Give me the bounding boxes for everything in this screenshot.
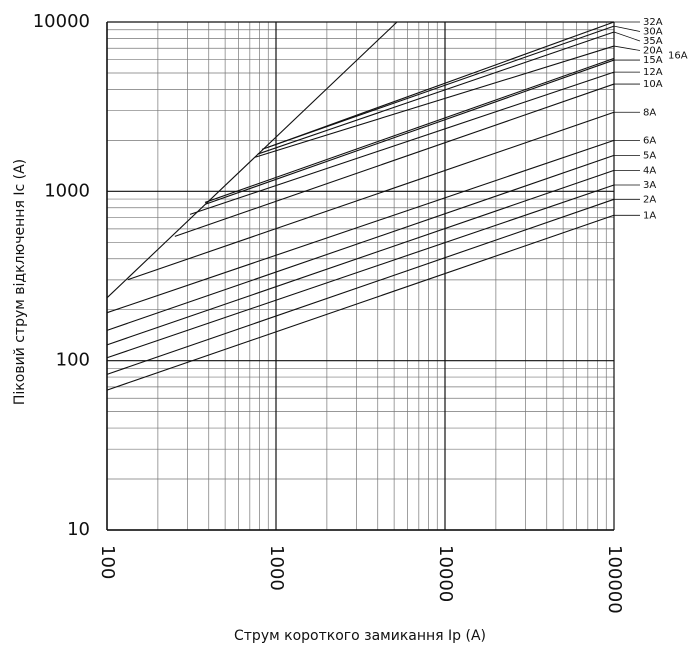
y-tick-label: 1000 xyxy=(44,180,90,201)
series-label: 16A xyxy=(668,50,688,61)
series-line xyxy=(106,154,615,331)
series-line xyxy=(254,45,615,158)
series-label: 20A xyxy=(643,46,663,57)
series-label: 4A xyxy=(643,165,656,176)
series-label: 30A xyxy=(643,27,663,38)
series-label: 8A xyxy=(643,107,656,118)
series-label: 35A xyxy=(643,36,663,47)
leader xyxy=(613,31,641,42)
series-line xyxy=(189,71,615,215)
leader xyxy=(613,45,641,51)
series-line xyxy=(106,169,615,346)
series-line xyxy=(174,83,615,237)
series-line xyxy=(204,57,615,203)
series-line xyxy=(106,184,615,359)
y-tick-label: 10000 xyxy=(33,11,90,32)
series-line xyxy=(261,25,615,150)
series-label: 32A xyxy=(643,17,663,28)
series-line xyxy=(257,31,615,155)
x-tick-label: 1000 xyxy=(266,545,287,591)
series-line xyxy=(106,139,615,314)
series-line xyxy=(127,111,615,281)
series-line xyxy=(204,59,615,205)
series-label: 15A xyxy=(643,55,663,66)
series-line xyxy=(106,198,615,375)
series-line xyxy=(106,214,615,391)
series-label: 1A xyxy=(643,210,656,221)
series-line xyxy=(106,21,398,299)
series-label: 3A xyxy=(643,180,656,191)
y-axis-title: Піковий струм відключення Іс (А) xyxy=(12,159,28,405)
series-label: 5A xyxy=(643,150,656,161)
x-tick-label: 100 xyxy=(97,545,118,579)
series-label: 2A xyxy=(643,194,656,205)
series-label: 12A xyxy=(643,67,663,78)
x-tick-label: 100000 xyxy=(604,545,625,614)
leader xyxy=(613,25,641,32)
series-line xyxy=(267,21,615,148)
series-label: 6A xyxy=(643,135,656,146)
x-axis-title: Струм короткого замикання Ір (А) xyxy=(234,628,486,644)
x-tick-label: 10000 xyxy=(435,545,456,602)
series-label: 10A xyxy=(643,79,663,90)
y-tick-label: 100 xyxy=(56,350,90,371)
y-tick-label: 10 xyxy=(67,519,90,540)
